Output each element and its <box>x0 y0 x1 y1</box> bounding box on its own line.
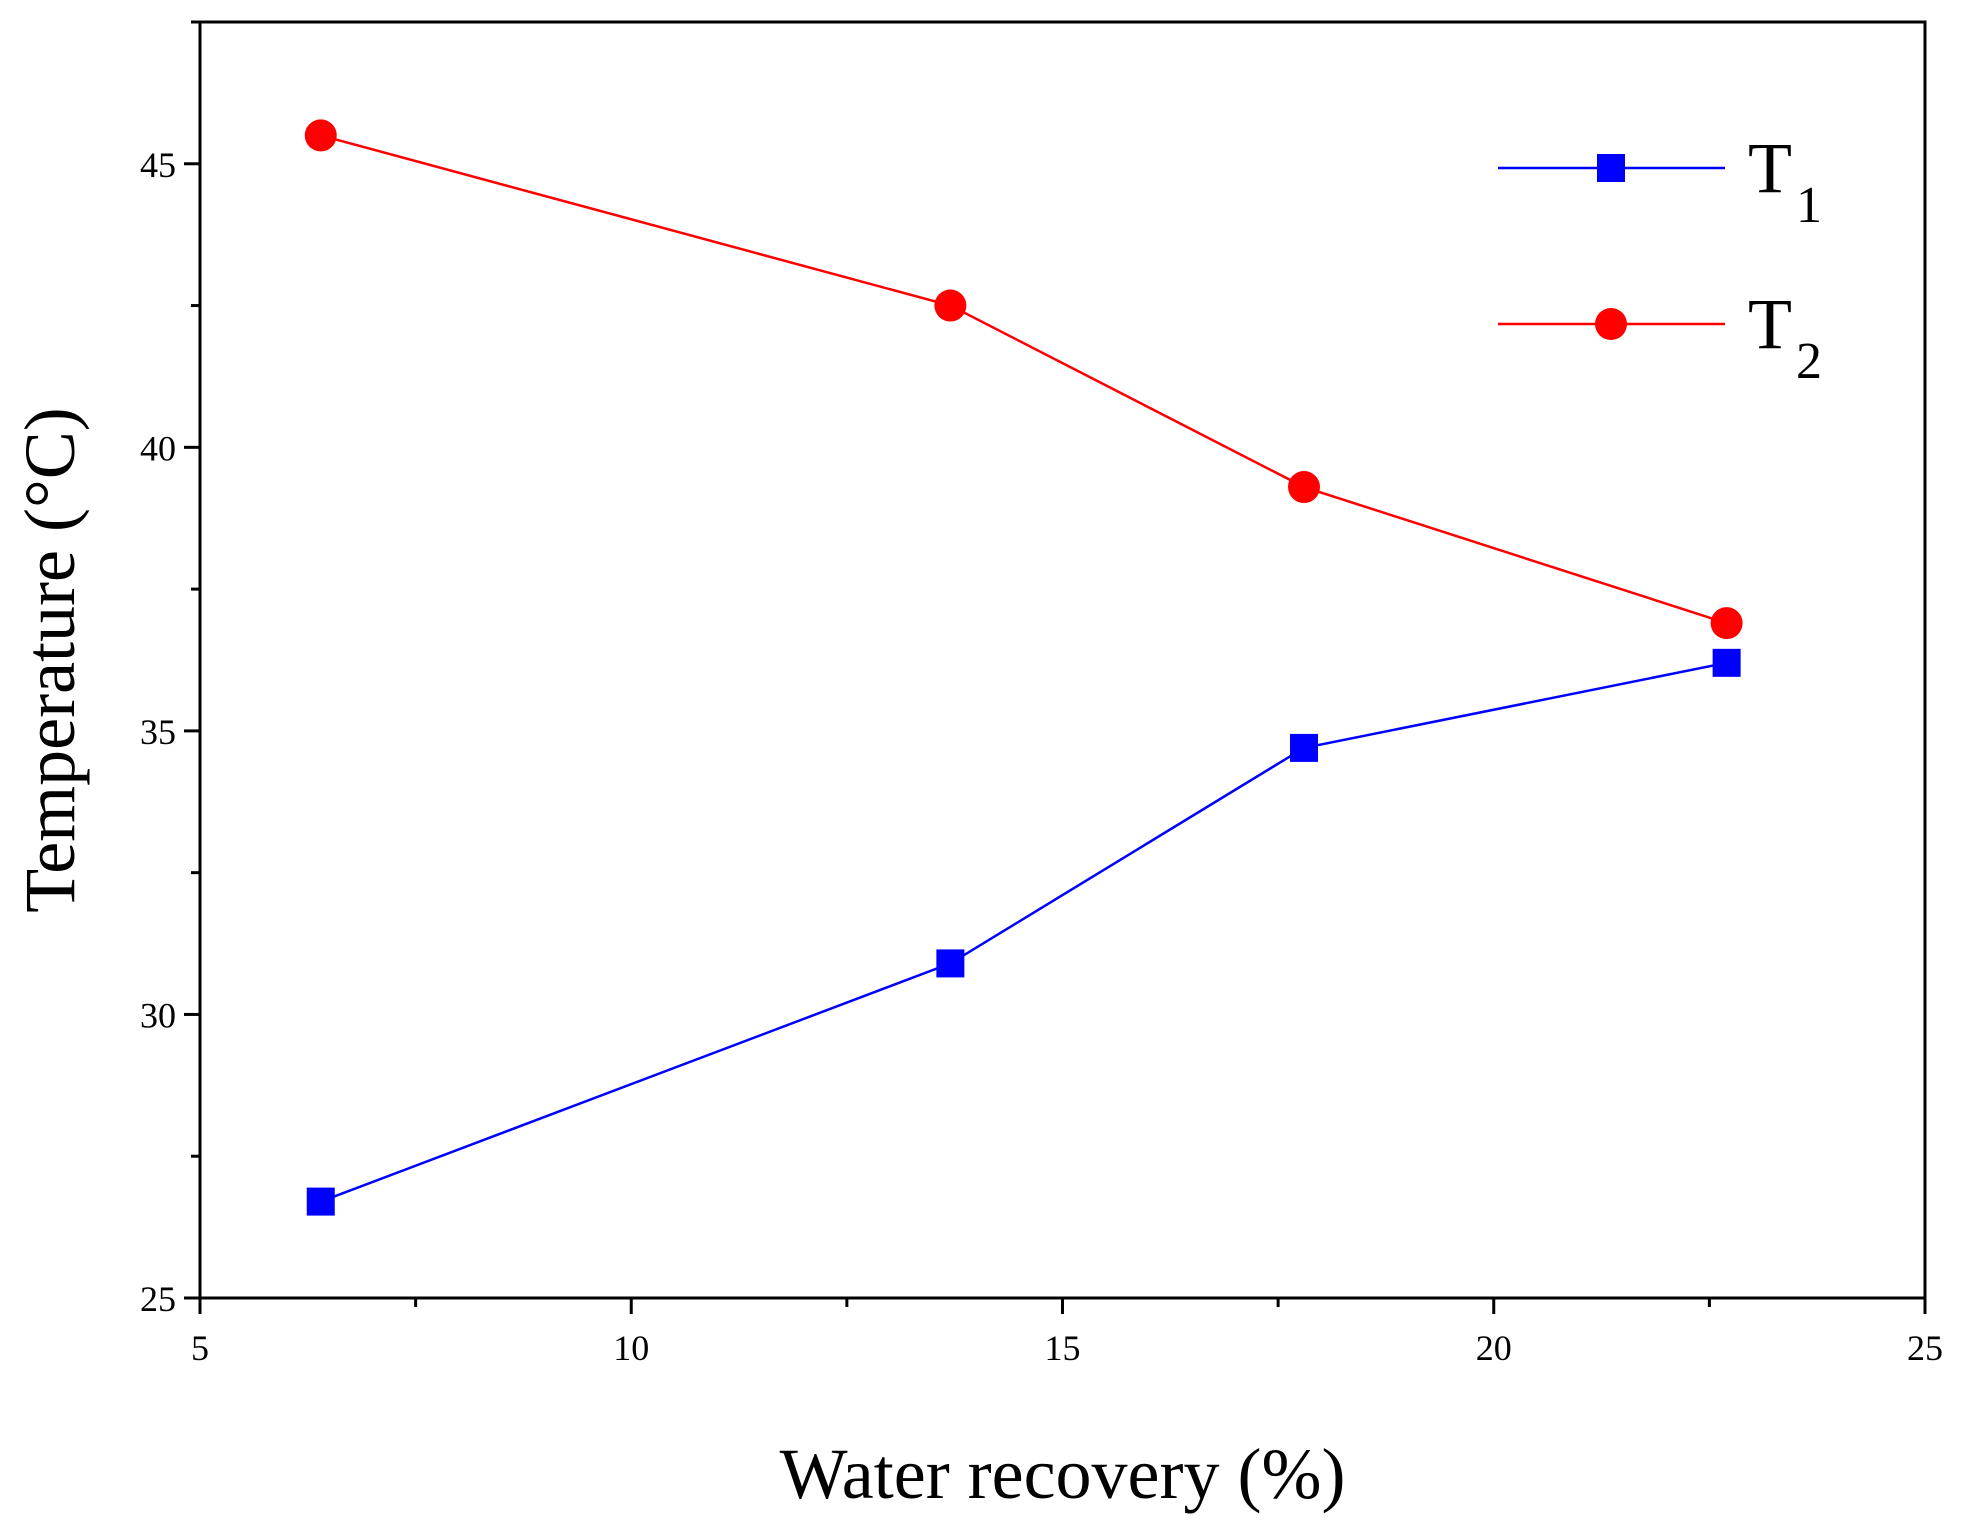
y-tick-label: 40 <box>140 428 176 468</box>
y-tick-label: 35 <box>140 712 176 752</box>
circle-marker <box>934 289 967 322</box>
square-marker <box>1712 648 1741 677</box>
square-marker <box>1597 154 1625 182</box>
x-tick-label: 15 <box>1045 1328 1081 1368</box>
series-2 <box>304 119 1743 640</box>
circle-marker <box>1288 471 1320 504</box>
x-axis-ticks: 5 10 15 20 25 <box>191 1298 1943 1368</box>
circle-marker <box>1595 308 1627 340</box>
x-tick-label: 20 <box>1476 1328 1512 1368</box>
x-tick-label: 25 <box>1907 1328 1943 1368</box>
y-tick-label: 30 <box>140 995 176 1035</box>
series-line <box>320 661 1727 1203</box>
y-axis-ticks: 25 30 35 40 45 <box>140 20 200 1319</box>
y-axis-title: Temperature (°C) <box>10 407 90 913</box>
square-marker <box>936 949 965 978</box>
series-layer <box>304 119 1743 1216</box>
square-marker <box>1290 733 1318 762</box>
y-tick-label: 45 <box>140 145 176 185</box>
x-tick-label: 5 <box>191 1328 209 1368</box>
series-line <box>320 134 1728 625</box>
circle-marker <box>304 119 337 152</box>
x-tick-label: 10 <box>613 1328 649 1368</box>
y-tick-label: 25 <box>140 1279 176 1319</box>
circle-marker <box>1710 607 1743 640</box>
square-marker <box>306 1187 335 1216</box>
x-axis-title: Water recovery (%) <box>780 1434 1346 1514</box>
series-1 <box>306 648 1741 1216</box>
